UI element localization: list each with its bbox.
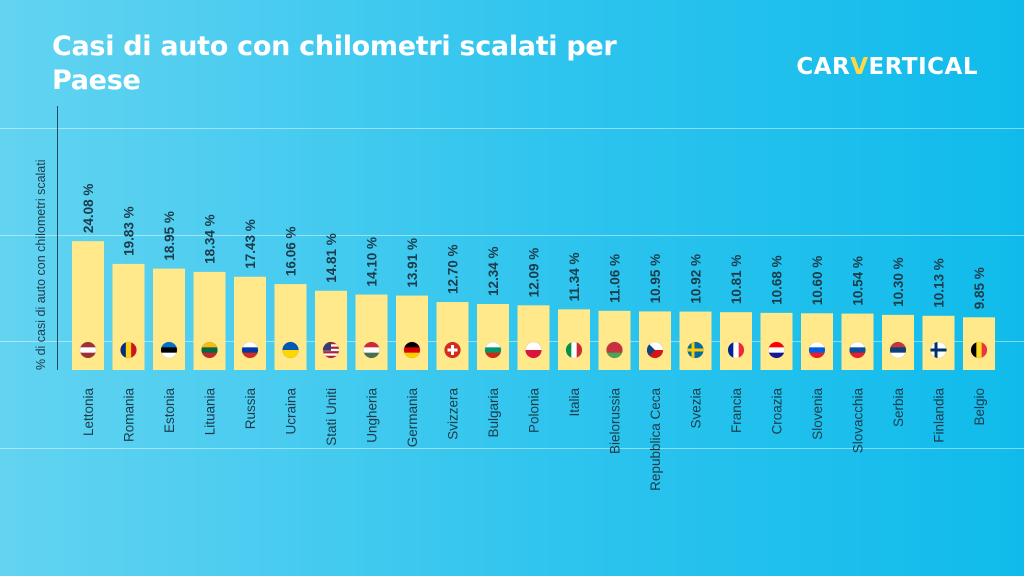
value-label-19: 10.54 % xyxy=(851,256,866,306)
category-label-11: Polonia xyxy=(527,388,542,434)
russia-flag-icon xyxy=(241,341,259,359)
bar-17 xyxy=(760,312,793,370)
bar-19 xyxy=(841,313,874,370)
background-rule-1 xyxy=(0,128,1024,129)
value-label-2: 18.95 % xyxy=(162,211,177,261)
category-label-2: Estonia xyxy=(162,388,177,434)
germany-flag-icon xyxy=(403,341,421,359)
bar-15 xyxy=(679,311,712,370)
category-label-19: Slovacchia xyxy=(851,388,866,454)
czech-flag-icon xyxy=(646,341,664,359)
bar-10 xyxy=(477,303,509,370)
bar-13 xyxy=(598,310,631,370)
carvertical-logo: CARVERTICAL xyxy=(796,54,978,80)
value-label-14: 10.95 % xyxy=(648,254,663,304)
value-label-8: 13.91 % xyxy=(405,238,420,288)
category-label-10: Bulgaria xyxy=(486,388,501,438)
category-label-17: Croazia xyxy=(770,388,785,435)
background-rule-2 xyxy=(0,235,1024,236)
category-label-8: Germania xyxy=(405,388,420,448)
usa-flag-icon xyxy=(322,341,340,359)
slovenia-flag-icon xyxy=(808,341,826,359)
hungary-flag-icon xyxy=(363,341,380,359)
switzerland-flag-icon xyxy=(444,341,461,359)
y-axis-line xyxy=(57,106,58,370)
category-label-4: Russia xyxy=(243,388,258,430)
category-label-1: Romania xyxy=(122,388,137,443)
latvia-flag-icon xyxy=(79,341,97,359)
background-rule-3 xyxy=(0,341,1024,342)
bar-16 xyxy=(720,312,752,370)
belarus-flag-icon xyxy=(606,341,623,359)
ukraine-flag-icon xyxy=(282,341,299,359)
value-label-11: 12.09 % xyxy=(527,248,542,298)
category-label-5: Ucraina xyxy=(284,388,299,435)
category-label-9: Svizzera xyxy=(446,388,461,440)
bar-12 xyxy=(558,309,590,370)
serbia-flag-icon xyxy=(889,341,907,359)
value-label-16: 10.81 % xyxy=(729,255,744,305)
category-label-18: Slovenia xyxy=(810,388,825,440)
category-label-20: Serbia xyxy=(891,388,906,428)
value-label-21: 10.13 % xyxy=(932,258,947,308)
category-label-16: Francia xyxy=(729,388,744,434)
romania-flag-icon xyxy=(120,341,137,359)
value-label-3: 18.34 % xyxy=(203,214,218,264)
value-label-12: 11.34 % xyxy=(567,253,582,302)
value-label-7: 14.10 % xyxy=(365,237,380,287)
value-label-15: 10.92 % xyxy=(689,254,704,304)
category-label-12: Italia xyxy=(567,388,582,417)
value-label-5: 16.06 % xyxy=(284,227,299,277)
value-label-18: 10.60 % xyxy=(810,256,825,306)
category-label-21: Finlandia xyxy=(932,388,947,443)
france-flag-icon xyxy=(727,341,745,359)
category-label-6: Stati Uniti xyxy=(324,388,339,446)
bar-9 xyxy=(436,302,469,370)
category-label-14: Repubblica Ceca xyxy=(648,388,663,491)
value-label-13: 11.06 % xyxy=(608,254,623,303)
value-label-17: 10.68 % xyxy=(770,255,785,305)
value-label-0: 24.08 % xyxy=(81,184,96,234)
bar-11 xyxy=(517,305,550,370)
italy-flag-icon xyxy=(565,341,583,359)
value-label-6: 14.81 % xyxy=(324,233,339,283)
slovakia-flag-icon xyxy=(849,341,866,359)
estonia-flag-icon xyxy=(160,341,178,359)
croatia-flag-icon xyxy=(768,341,785,359)
bar-14 xyxy=(639,311,671,370)
value-label-9: 12.70 % xyxy=(446,245,461,295)
value-label-20: 10.30 % xyxy=(891,257,906,307)
category-label-15: Svezia xyxy=(689,388,704,429)
lithuania-flag-icon xyxy=(201,341,218,359)
category-label-0: Lettonia xyxy=(81,388,96,437)
bar-18 xyxy=(801,313,833,370)
category-label-3: Lituania xyxy=(203,388,218,436)
sweden-flag-icon xyxy=(687,341,704,359)
bar-7 xyxy=(355,294,388,370)
value-label-1: 19.83 % xyxy=(122,206,137,256)
chart-title: Casi di auto con chilometri scalati per … xyxy=(52,31,617,96)
bulgaria-flag-icon xyxy=(484,341,502,359)
category-label-13: Bielorussia xyxy=(608,388,623,455)
category-label-7: Ungheria xyxy=(365,388,380,443)
category-label-22: Belgio xyxy=(972,388,987,426)
value-label-22: 9.85 % xyxy=(972,267,987,309)
background-rule-4 xyxy=(0,448,1024,449)
belgium-flag-icon xyxy=(970,341,988,359)
value-label-10: 12.34 % xyxy=(486,246,501,296)
value-label-4: 17.43 % xyxy=(243,219,258,269)
bar-8 xyxy=(396,295,428,370)
poland-flag-icon xyxy=(525,341,542,359)
finland-flag-icon xyxy=(930,341,947,359)
